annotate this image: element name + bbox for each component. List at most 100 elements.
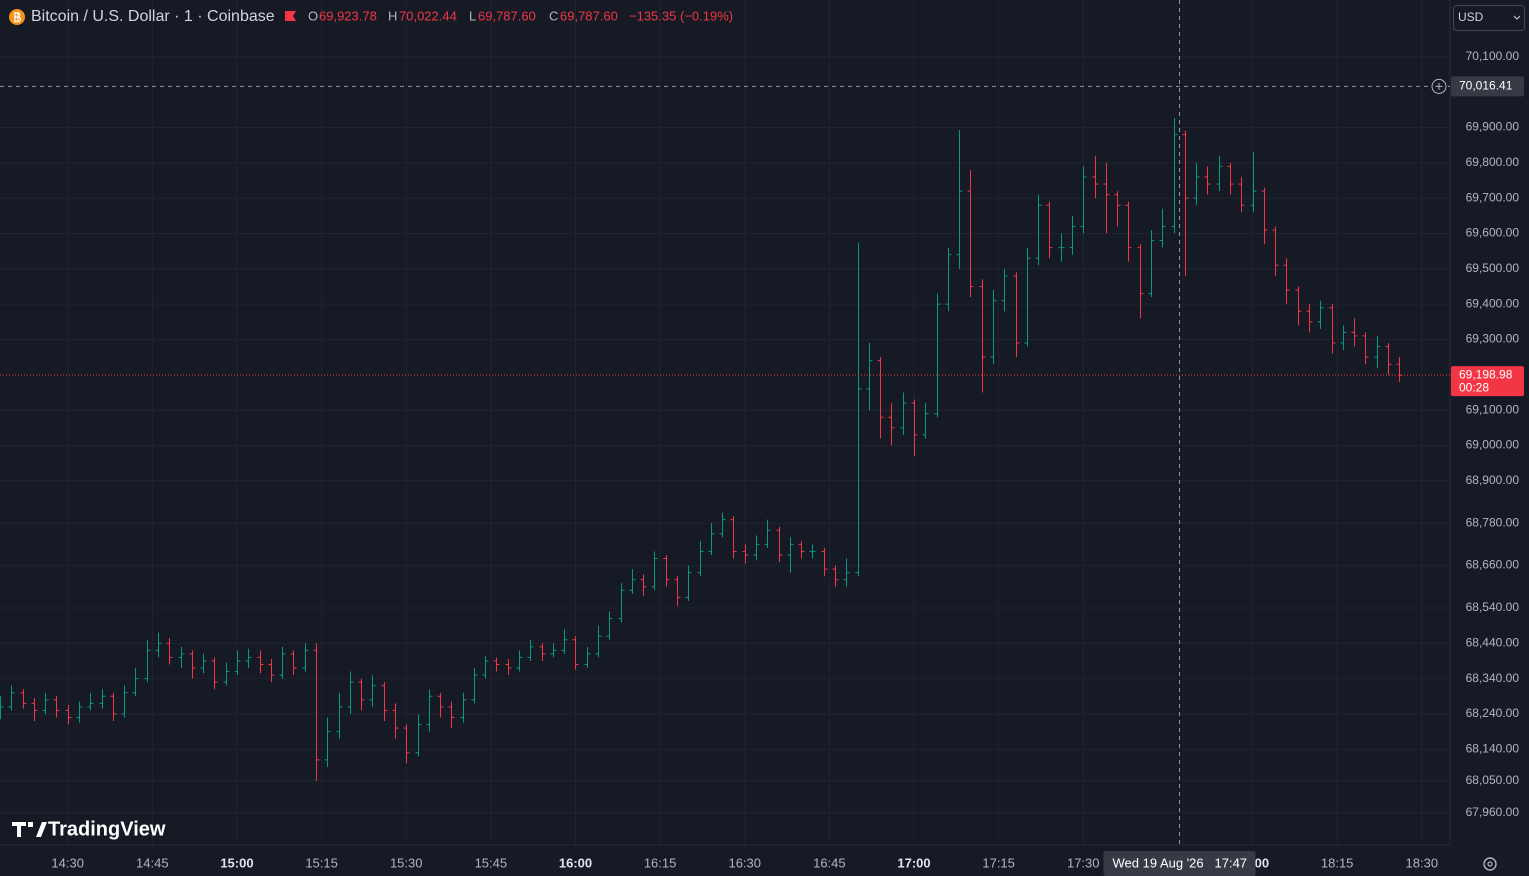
ohlc-bar [415, 713, 422, 757]
ohlc-bar [166, 637, 173, 665]
ohlc-bar [1114, 191, 1121, 227]
ohlc-bar [843, 558, 850, 587]
settings-icon-core [1487, 861, 1493, 867]
ohlc-bar [1001, 268, 1008, 312]
y-tick-label: 69,000.00 [1466, 438, 1520, 452]
ohlc-value: 69,787.60 [560, 8, 618, 23]
ohlc-bar [0, 696, 4, 720]
y-tick-label: 69,800.00 [1466, 155, 1520, 169]
ohlc-bar [685, 565, 692, 601]
ohlc-bar [561, 629, 568, 654]
ohlc-key: L [469, 8, 476, 23]
ohlc-key: O [308, 8, 318, 23]
ohlc-bar [1137, 244, 1144, 319]
ohlc-bar [1148, 229, 1155, 298]
ohlc-bar [764, 519, 771, 548]
ohlc-bar [629, 569, 636, 594]
ohlc-bar [1306, 304, 1313, 333]
currency-label[interactable]: USD [1458, 10, 1484, 24]
y-tick-label: 70,100.00 [1466, 49, 1520, 63]
ohlc-bar [1362, 332, 1369, 365]
x-tick-label: 17:00 [897, 855, 930, 870]
ohlc-bar [1204, 166, 1211, 195]
ohlc-bar [651, 551, 658, 591]
ohlc-bar [460, 692, 467, 723]
ohlc-bar [1329, 304, 1336, 354]
ohlc-value: 69,923.78 [319, 8, 377, 23]
ohlc-bar [1295, 286, 1302, 326]
ohlc-bar [31, 698, 38, 722]
ohlc-bar [121, 685, 128, 718]
ohlc-bar [1317, 300, 1324, 329]
ohlc-bar [539, 643, 546, 661]
ohlc-bar [279, 646, 286, 679]
crosshair-time-box [1103, 851, 1256, 876]
ohlc-bar [1182, 131, 1189, 276]
ohlc-bar [618, 583, 625, 623]
ohlc-bar [505, 659, 512, 676]
ohlc-bar [1080, 166, 1087, 234]
x-tick-label: 17:15 [982, 855, 1015, 870]
y-tick-label: 69,900.00 [1466, 120, 1520, 134]
ohlc-bar [967, 169, 974, 298]
ohlc-bar [1171, 117, 1178, 234]
overlay [0, 0, 1450, 845]
ohlc-bar [1125, 201, 1132, 262]
ohlc-bar [211, 657, 218, 690]
settings-icon[interactable] [1483, 857, 1497, 871]
ohlc-bar [674, 576, 681, 607]
x-tick-label: 18:30 [1406, 855, 1439, 870]
ohlc-bar [155, 632, 162, 658]
ohlc-bar [302, 643, 309, 672]
ohlc-bar [1069, 215, 1076, 255]
ohlc-bar [448, 701, 455, 729]
currency-select[interactable] [1453, 5, 1525, 31]
ohlc-bar [1250, 152, 1257, 213]
ohlc-bar [87, 692, 94, 711]
symbol-title[interactable]: Bitcoin / U.S. Dollar · 1 · Coinbase [31, 8, 275, 25]
y-tick-label: 68,440.00 [1466, 635, 1520, 649]
ohlc-bar [697, 540, 704, 577]
ohlc-bar [1351, 318, 1358, 347]
ohlc-bar [53, 696, 60, 718]
y-tick-label: 68,780.00 [1466, 515, 1520, 529]
ohlc-bar [313, 643, 320, 782]
countdown-label: 00:28 [1459, 380, 1489, 394]
ohlc-bar [144, 639, 151, 683]
ohlc-bar [493, 657, 500, 672]
ohlc-bar [730, 516, 737, 559]
ohlc-bar [1035, 194, 1042, 266]
y-tick-label: 69,100.00 [1466, 402, 1520, 416]
ohlc-bar [606, 611, 613, 640]
y-tick-label: 69,700.00 [1466, 190, 1520, 204]
ohlc-bar [1227, 162, 1234, 195]
ohlc-bar [663, 554, 670, 587]
ohlc-bar [527, 639, 534, 661]
flag-icon[interactable] [285, 11, 296, 21]
ohlc-bar [719, 512, 726, 538]
ohlc-bar [245, 648, 252, 669]
ohlc-bar [979, 279, 986, 393]
y-tick-label: 69,300.00 [1466, 332, 1520, 346]
brand-logo [12, 822, 47, 837]
ohlc-bar [426, 689, 433, 732]
ohlc-bar [290, 650, 297, 676]
ohlc-bar [178, 646, 185, 669]
ohlc-bar [1272, 226, 1279, 276]
ohlc-bar [369, 675, 376, 707]
ohlc-bar [945, 247, 952, 312]
ohlc-bar [877, 357, 884, 439]
ohlc-bar [110, 692, 117, 722]
ohlc-bar [956, 130, 963, 269]
ohlc-bar [821, 547, 828, 577]
ohlc-bar [358, 678, 365, 711]
ohlc-bar [336, 692, 343, 739]
y-tick-label: 68,140.00 [1466, 741, 1520, 755]
ohlc-bar [471, 668, 478, 704]
x-tick-label: 16:00 [559, 855, 592, 870]
y-tick-label: 68,540.00 [1466, 600, 1520, 614]
x-tick-label: 15:00 [220, 855, 253, 870]
last-price-label: 69,198.98 [1459, 367, 1513, 381]
